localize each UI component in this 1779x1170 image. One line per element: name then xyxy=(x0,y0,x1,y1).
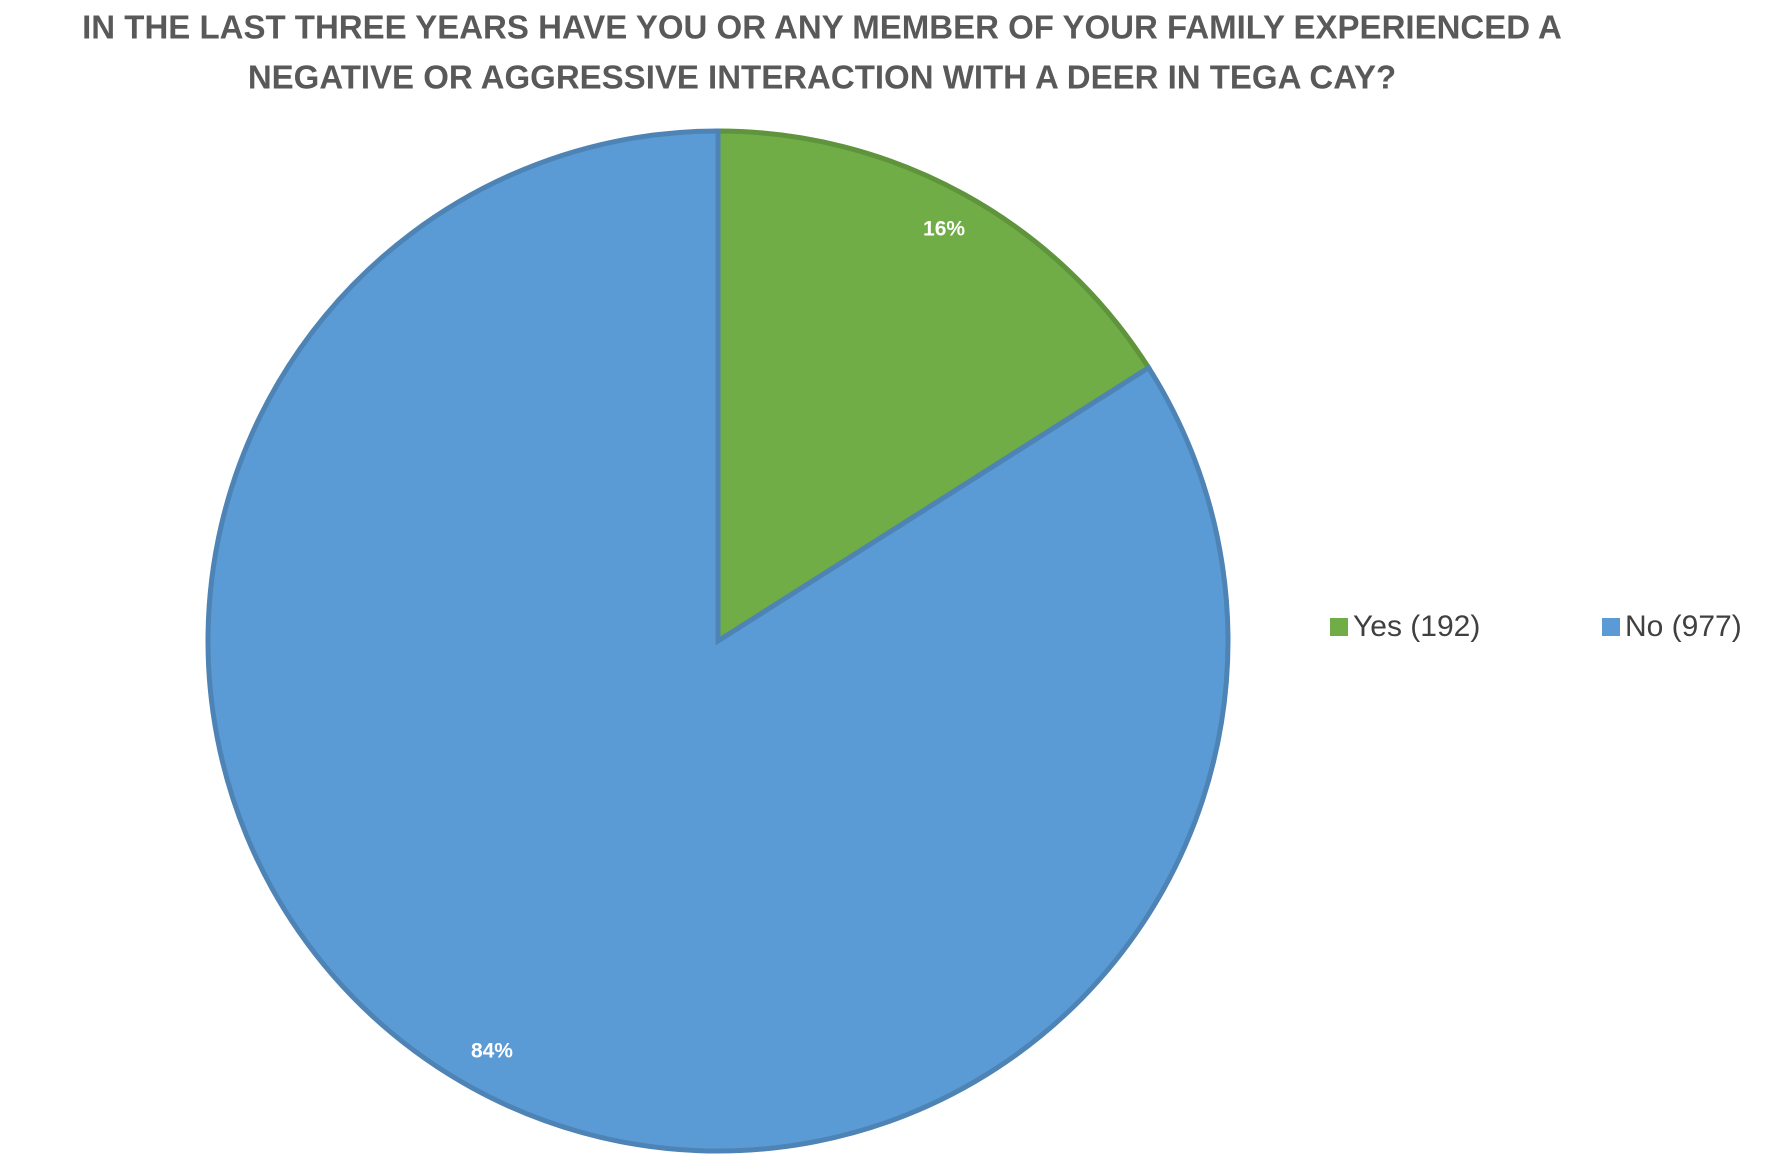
pie-slice xyxy=(715,128,1153,646)
legend-label: No (977) xyxy=(1625,610,1742,643)
legend-label: Yes (192) xyxy=(1353,610,1480,643)
chart-title: IN THE LAST THREE YEARS HAVE YOU OR ANY … xyxy=(82,9,1562,46)
pie-slice xyxy=(205,128,1231,1154)
data-label: 16% xyxy=(923,217,965,240)
legend-swatch xyxy=(1330,618,1348,636)
legend-swatch xyxy=(1602,618,1620,636)
data-label: 84% xyxy=(471,1040,513,1063)
chart-title: NEGATIVE OR AGGRESSIVE INTERACTION WITH … xyxy=(248,59,1396,96)
